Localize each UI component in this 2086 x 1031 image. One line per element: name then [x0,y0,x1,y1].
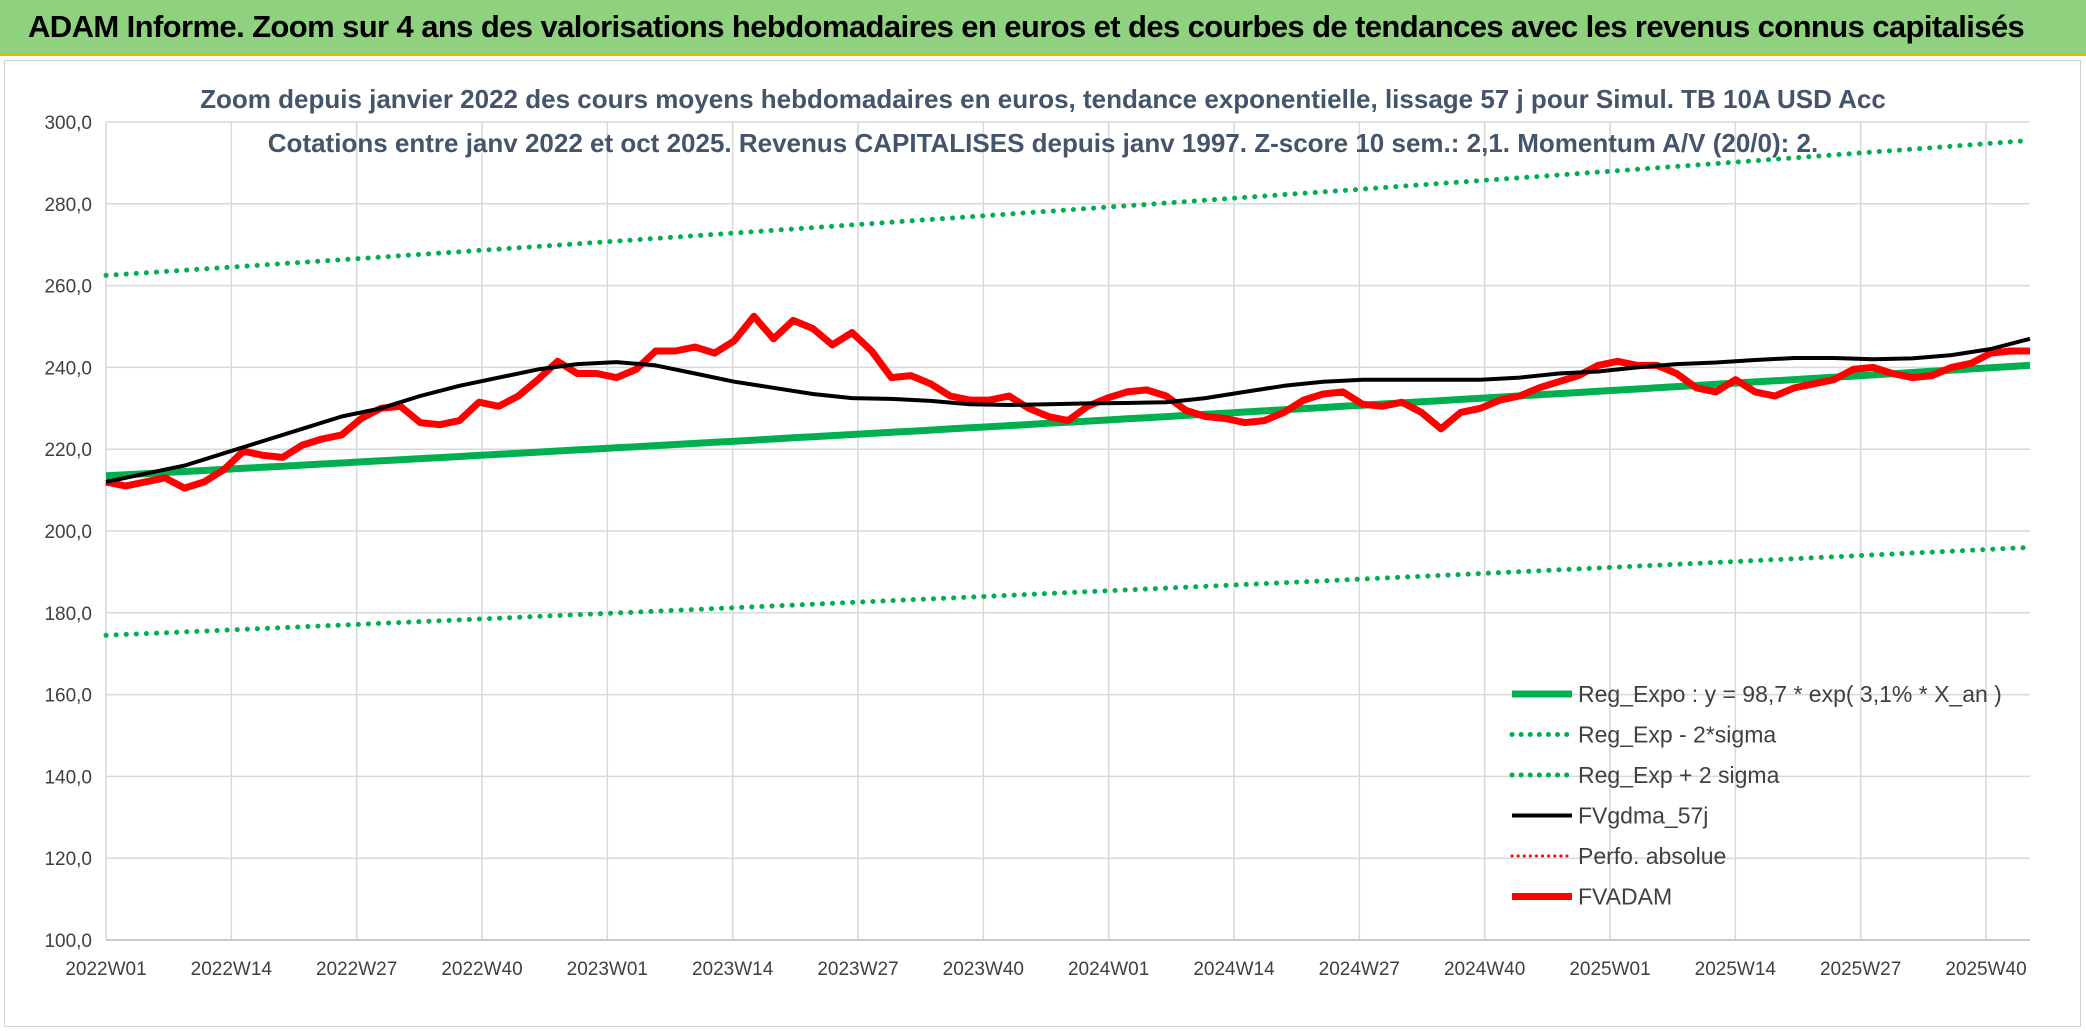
x-tick-label: 2024W40 [1444,959,1525,980]
y-tick-label: 140,0 [44,767,92,788]
legend-entry: FVADAM [1578,884,1672,910]
legend-entry: FVgdma_57j [1578,803,1708,829]
x-tick-label: 2024W27 [1319,959,1400,980]
y-tick-label: 120,0 [44,849,92,870]
y-tick-label: 100,0 [44,931,92,952]
x-axis-ticks: 2022W01 2022W14 2022W27 2022W40 2023W01 2023W… [65,959,2026,980]
x-tick-label: 2023W40 [943,959,1024,980]
y-tick-label: 280,0 [44,195,92,216]
report-banner: ADAM Informe. Zoom sur 4 ans des valoris… [0,0,2086,56]
upper-sigma-band-line [103,137,2033,278]
x-tick-label: 2025W01 [1569,959,1650,980]
chart-legend: Reg_Expo : y = 98,7 * exp( 3,1% * X_an )… [1509,681,2002,910]
legend-entry: Perfo. absolue [1578,843,1726,869]
x-tick-label: 2023W14 [692,959,774,980]
x-tick-label: 2022W14 [191,959,273,980]
y-tick-label: 260,0 [44,277,92,298]
y-axis-ticks: 100,0 120,0 140,0 160,0 180,0 200,0 220,0 240,0… [44,113,92,952]
y-tick-label: 300,0 [44,113,92,134]
lower-sigma-band-line [103,544,2033,638]
x-tick-label: 2022W27 [316,959,397,980]
legend-entry: Reg_Exp - 2*sigma [1578,722,1776,748]
y-tick-label: 220,0 [44,440,92,461]
fvadam-line [105,312,2030,492]
chart-subtitle-line1: Zoom depuis janvier 2022 des cours moyen… [200,84,1886,114]
y-tick-label: 160,0 [44,686,92,707]
legend-entry: Reg_Expo : y = 98,7 * exp( 3,1% * X_an ) [1578,681,2002,707]
fvgdma-line [105,336,2031,484]
chart-frame [4,60,2081,1027]
report-title: ADAM Informe. Zoom sur 4 ans des valoris… [28,9,2025,44]
x-tick-label: 2024W14 [1193,959,1275,980]
x-tick-label: 2022W01 [65,959,146,980]
x-tick-label: 2025W27 [1820,959,1901,980]
x-tick-label: 2023W01 [567,959,648,980]
chart-grid [105,121,2030,941]
legend-entry: Reg_Exp + 2 sigma [1578,762,1780,788]
chart-subtitle-line2: Cotations entre janv 2022 et oct 2025. R… [268,128,1818,158]
x-tick-label: 2024W01 [1068,959,1149,980]
x-tick-label: 2023W27 [817,959,898,980]
y-tick-label: 200,0 [44,522,92,543]
x-tick-label: 2025W40 [1945,959,2026,980]
x-tick-label: 2022W40 [441,959,522,980]
y-tick-label: 180,0 [44,604,92,625]
chart-series [103,137,2033,638]
x-tick-label: 2025W14 [1695,959,1777,980]
y-tick-label: 240,0 [44,358,92,379]
